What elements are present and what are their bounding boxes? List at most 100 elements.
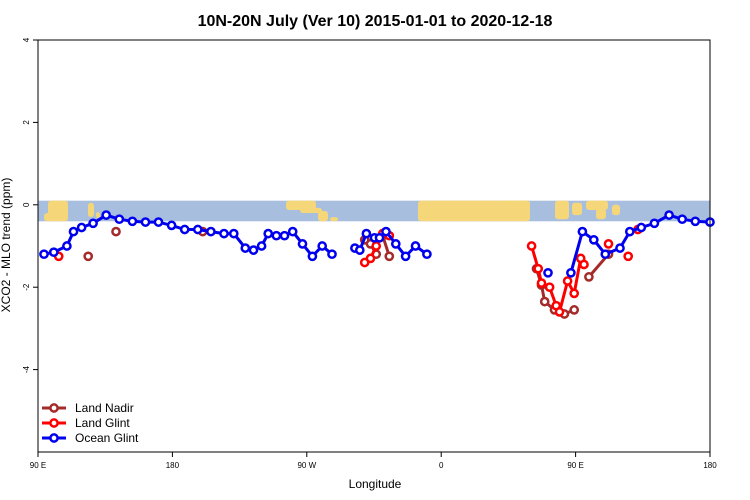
data-point bbox=[365, 253, 376, 264]
map-land-0 bbox=[48, 200, 68, 222]
legend-marker bbox=[49, 433, 59, 443]
data-point bbox=[153, 217, 164, 227]
data-point bbox=[192, 224, 203, 235]
map-land-5 bbox=[300, 207, 322, 214]
data-point bbox=[584, 272, 594, 282]
data-point bbox=[361, 228, 372, 239]
y-tick-label: 4 bbox=[22, 37, 31, 42]
map-land-4 bbox=[286, 200, 316, 210]
x-tick-label: 90 E bbox=[567, 461, 583, 470]
data-point bbox=[279, 230, 290, 241]
data-point bbox=[562, 276, 573, 286]
map-land-1 bbox=[44, 213, 52, 222]
data-point bbox=[219, 228, 229, 239]
y-tick-label: -2 bbox=[22, 283, 31, 291]
data-point bbox=[677, 214, 688, 225]
data-point bbox=[68, 226, 79, 237]
data-point bbox=[206, 226, 216, 237]
x-axis-label: Longitude bbox=[349, 477, 402, 491]
data-point bbox=[140, 217, 151, 227]
data-point bbox=[384, 251, 395, 262]
data-point bbox=[317, 241, 328, 251]
map-ocean bbox=[38, 200, 710, 222]
data-point bbox=[179, 224, 190, 235]
data-point bbox=[543, 267, 553, 278]
map-land-9 bbox=[500, 200, 530, 206]
data-point bbox=[533, 263, 544, 274]
y-tick-label: -4 bbox=[22, 365, 31, 373]
data-point bbox=[623, 251, 634, 262]
data-point bbox=[248, 245, 259, 255]
data-point bbox=[603, 239, 614, 249]
data-point bbox=[624, 226, 635, 237]
data-point bbox=[381, 226, 391, 237]
x-tick-label: 180 bbox=[703, 461, 717, 470]
data-point bbox=[39, 249, 49, 260]
data-point bbox=[256, 241, 267, 251]
map-land-7 bbox=[330, 217, 338, 222]
data-point bbox=[88, 218, 98, 229]
world-map-band bbox=[38, 200, 710, 222]
data-point bbox=[664, 210, 674, 220]
data-point bbox=[374, 232, 385, 243]
data-point bbox=[48, 247, 59, 258]
data-point bbox=[271, 230, 282, 241]
data-point bbox=[228, 228, 239, 239]
data-point bbox=[636, 222, 647, 233]
data-point bbox=[569, 288, 580, 299]
data-point bbox=[526, 241, 537, 251]
data-point bbox=[371, 241, 382, 251]
data-point bbox=[390, 239, 401, 249]
data-point bbox=[327, 249, 337, 260]
data-point bbox=[615, 243, 625, 253]
chart-title: 10N-20N July (Ver 10) 2015-01-01 to 2020… bbox=[198, 13, 553, 30]
legend-marker bbox=[49, 403, 59, 413]
data-point bbox=[410, 241, 421, 251]
y-axis-label: XCO2 - MLO trend (ppm) bbox=[0, 178, 13, 313]
x-tick-label: 180 bbox=[166, 461, 180, 470]
data-point bbox=[577, 226, 588, 237]
series-ocean-glint bbox=[39, 210, 715, 278]
map-land-14 bbox=[612, 204, 620, 216]
data-point bbox=[127, 216, 138, 227]
map-land-3 bbox=[96, 212, 100, 219]
data-point bbox=[354, 245, 365, 255]
data-point bbox=[554, 307, 565, 317]
data-point bbox=[263, 228, 274, 239]
data-point bbox=[536, 278, 547, 288]
data-point bbox=[114, 214, 125, 225]
map-land-12 bbox=[586, 200, 608, 210]
plot-frame bbox=[37, 39, 711, 453]
map-land-8 bbox=[418, 200, 530, 222]
map-land-10 bbox=[555, 200, 569, 220]
data-point bbox=[240, 243, 251, 253]
data-point bbox=[569, 305, 580, 315]
data-point bbox=[83, 251, 94, 262]
data-point bbox=[400, 251, 411, 262]
data-point bbox=[111, 226, 121, 237]
x-tick-label: 90 E bbox=[30, 461, 46, 470]
legend-marker bbox=[49, 418, 59, 428]
map-land-11 bbox=[572, 202, 582, 216]
data-point bbox=[62, 241, 72, 251]
legend-label: Land Nadir bbox=[75, 401, 134, 415]
data-point bbox=[297, 239, 308, 249]
y-tick-label: 2 bbox=[22, 120, 31, 125]
data-point bbox=[566, 267, 576, 278]
data-point bbox=[649, 218, 660, 229]
x-tick-label: 90 W bbox=[297, 461, 316, 470]
data-point bbox=[600, 249, 611, 260]
map-land-2 bbox=[88, 202, 94, 218]
series-layer bbox=[39, 210, 715, 319]
axes: 4 2 0 -2 -4 90 E 180 90 W 0 90 E 180 bbox=[22, 37, 717, 470]
data-point bbox=[166, 220, 177, 231]
map-land-6 bbox=[318, 210, 328, 222]
x-tick-label: 0 bbox=[439, 461, 444, 470]
data-point bbox=[307, 251, 318, 262]
legend-label: Land Glint bbox=[75, 416, 130, 430]
data-point bbox=[287, 226, 298, 237]
data-point bbox=[422, 249, 432, 260]
series-land-glint bbox=[53, 224, 643, 317]
